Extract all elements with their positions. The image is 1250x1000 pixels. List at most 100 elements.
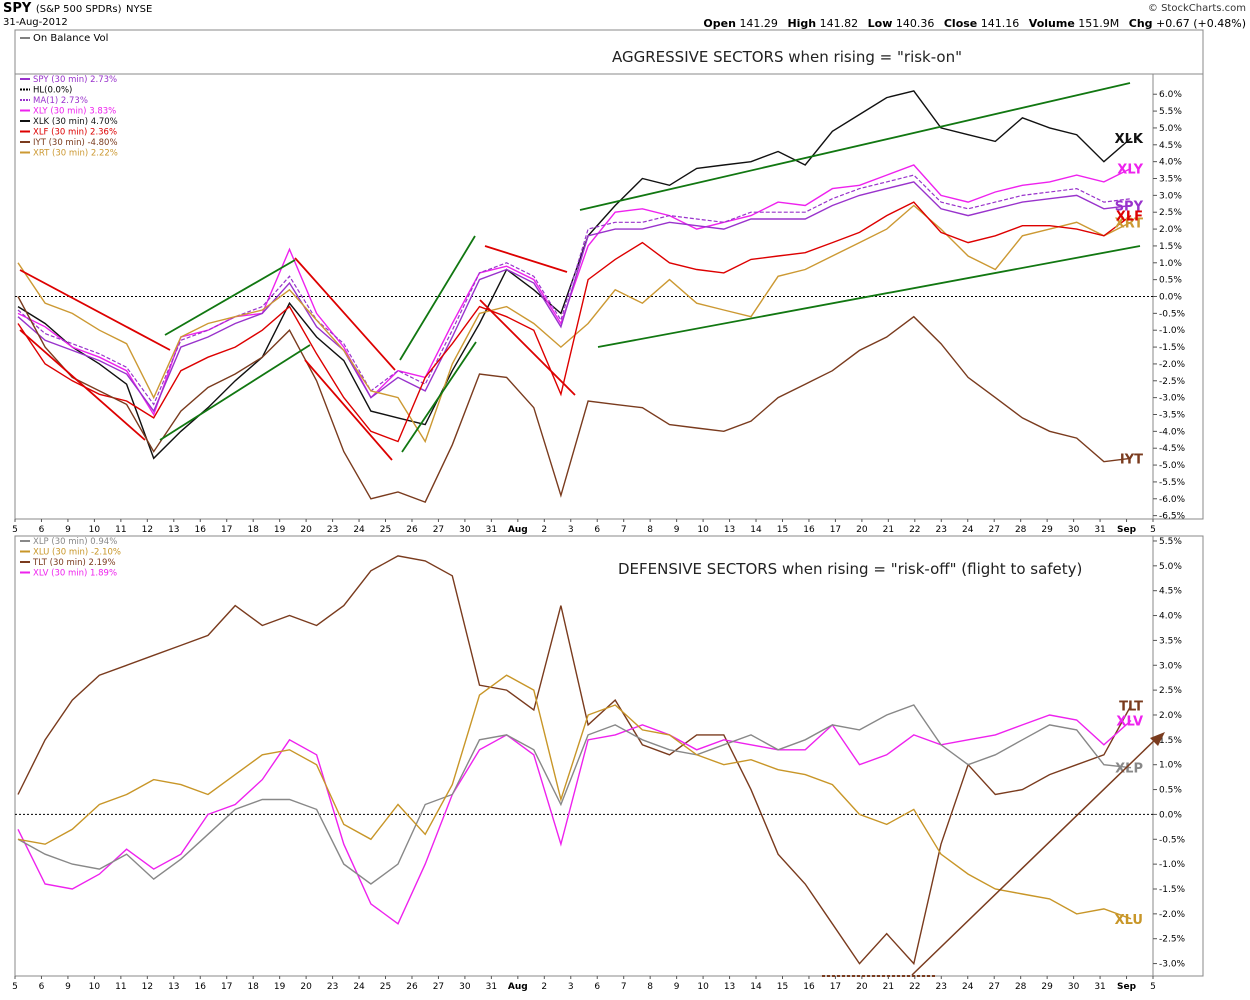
x-tick-label: 6: [39, 525, 45, 535]
legend-entry: TLT (30 min) 2.19%: [32, 558, 116, 568]
x-tick-label: 8: [647, 525, 653, 535]
x-tick-label: 20: [300, 982, 312, 992]
x-tick-label: 21: [883, 982, 894, 992]
y-tick-label: 0.5%: [1159, 786, 1182, 796]
y-tick-label: 4.0%: [1159, 158, 1182, 168]
y-tick-label: 3.5%: [1159, 636, 1182, 646]
y-tick-label: 5.0%: [1159, 124, 1182, 134]
y-tick-label: -1.0%: [1159, 860, 1186, 870]
ohlc-volume-label: Volume: [1028, 17, 1075, 30]
end-label-xlu: XLU: [1115, 913, 1143, 928]
legend-entry: XLV (30 min) 1.89%: [33, 569, 117, 579]
series-line-xlp: [17, 704, 1132, 885]
x-tick-label: 26: [406, 525, 418, 535]
end-label-tlt: TLT: [1119, 700, 1143, 715]
y-tick-label: 5.5%: [1159, 107, 1182, 117]
x-tick-label: 5: [1150, 525, 1156, 535]
x-tick-label: 27: [433, 982, 444, 992]
y-tick-label: 2.0%: [1159, 225, 1182, 235]
x-tick-label: 9: [65, 525, 71, 535]
y-tick-label: 1.5%: [1159, 242, 1182, 252]
x-tick-label: 12: [142, 525, 153, 535]
x-tick-label: 31: [1094, 982, 1105, 992]
series-line-iyt: [17, 296, 1132, 503]
legend-entry: XRT (30 min) 2.22%: [33, 149, 118, 159]
x-tick-label: 13: [168, 525, 179, 535]
y-tick-label: -6.0%: [1159, 495, 1186, 505]
y-tick-label: 4.0%: [1159, 612, 1182, 622]
ohlc-chg-value: +0.67 (+0.48%): [1156, 17, 1246, 30]
y-tick-label: -1.5%: [1159, 885, 1186, 895]
ohlc-open-value: 141.29: [739, 17, 778, 30]
end-label-iyt: IYT: [1120, 452, 1143, 467]
rising-trend-line: [911, 734, 1161, 976]
trend-line: [597, 245, 1141, 348]
x-tick-label: 10: [697, 525, 709, 535]
symbol-name: (S&P 500 SPDRs): [35, 4, 122, 15]
x-tick-label: Aug: [508, 525, 528, 535]
y-tick-label: 3.0%: [1159, 191, 1182, 201]
y-tick-label: -2.5%: [1159, 377, 1186, 387]
obv-label: On Balance Vol: [33, 33, 108, 44]
obv-panel: [14, 29, 1204, 75]
x-tick-label: 17: [221, 982, 232, 992]
x-tick-label: 24: [962, 982, 974, 992]
x-tick-label: 6: [39, 982, 45, 992]
x-tick-label: 9: [65, 982, 71, 992]
x-tick-label: 13: [168, 982, 179, 992]
x-tick-label: 3: [568, 982, 574, 992]
trend-line: [294, 257, 396, 371]
x-tick-label: 29: [1041, 525, 1053, 535]
x-tick-label: 7: [621, 525, 627, 535]
x-tick-label: 24: [962, 525, 974, 535]
x-tick-label: 27: [988, 982, 999, 992]
trend-line: [399, 235, 476, 361]
end-label-xlp: XLP: [1115, 762, 1143, 777]
x-tick-label: 30: [459, 525, 471, 535]
y-tick-label: 2.5%: [1159, 208, 1182, 218]
y-tick-label: 4.5%: [1159, 587, 1182, 597]
y-tick-label: 6.0%: [1159, 90, 1182, 100]
ohlc-volume-value: 151.9M: [1078, 17, 1120, 30]
trend-line: [19, 329, 146, 441]
x-tick-label: 11: [115, 525, 126, 535]
legend-entry: XLY (30 min) 3.83%: [33, 107, 116, 117]
x-tick-label: 17: [830, 982, 841, 992]
x-tick-label: 5: [12, 525, 18, 535]
series-line-xlu: [17, 674, 1132, 920]
legend-entry: XLP (30 min) 0.94%: [33, 537, 117, 547]
x-tick-label: 5: [12, 982, 18, 992]
x-tick-label: 30: [459, 982, 471, 992]
x-tick-label: 14: [750, 525, 762, 535]
x-tick-label: 12: [142, 982, 153, 992]
legend-entry: HL(0.0%): [33, 86, 72, 96]
end-label-xly: XLY: [1117, 162, 1143, 177]
ohlc-high-value: 141.82: [819, 17, 859, 30]
x-tick-label: 23: [936, 525, 947, 535]
x-tick-label: 25: [380, 982, 391, 992]
series-line-xlf: [17, 201, 1132, 443]
x-tick-label: 9: [674, 982, 680, 992]
y-tick-label: 1.5%: [1159, 736, 1182, 746]
chart-header: SPY (S&P 500 SPDRs) NYSE 31-Aug-2012 © S…: [0, 0, 1250, 30]
x-tick-label: 6: [594, 525, 600, 535]
x-tick-label: 8: [647, 982, 653, 992]
x-tick-label: 23: [936, 982, 947, 992]
trend-line: [164, 259, 296, 336]
x-tick-label: 10: [697, 982, 709, 992]
series-line-tlt: [17, 555, 1132, 966]
x-tick-label: 29: [1041, 982, 1053, 992]
series-line-xlv: [17, 714, 1132, 925]
y-tick-label: 3.0%: [1159, 661, 1182, 671]
y-tick-label: -3.5%: [1159, 410, 1186, 420]
exchange: NYSE: [126, 4, 153, 15]
x-tick-label: 10: [89, 982, 101, 992]
x-tick-label: 22: [909, 525, 920, 535]
ohlc-low-value: 140.36: [895, 17, 935, 30]
y-tick-label: 0.5%: [1159, 276, 1182, 286]
x-tick-label: 17: [830, 525, 841, 535]
x-tick-label: Sep: [1117, 525, 1137, 535]
ohlc-close-label: Close: [943, 17, 978, 30]
x-tick-label: 20: [856, 982, 868, 992]
